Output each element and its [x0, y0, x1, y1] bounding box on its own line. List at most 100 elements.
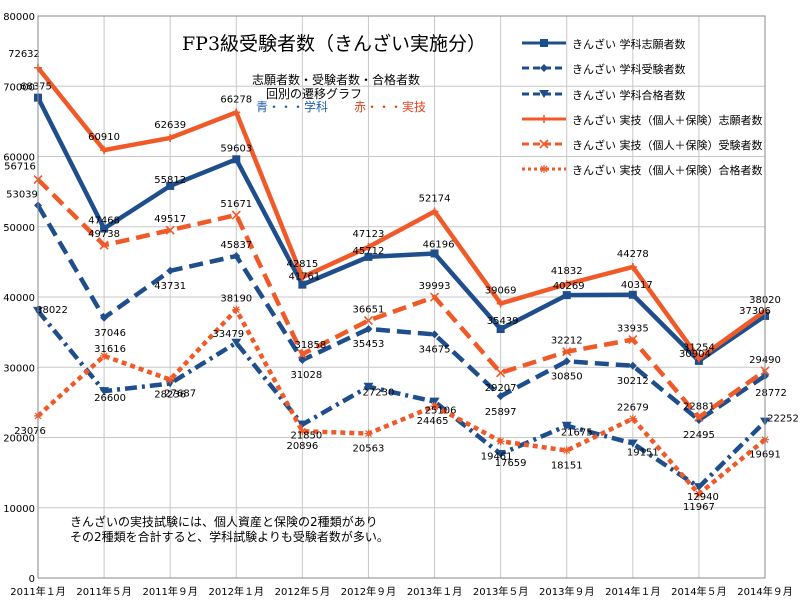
y-tick-label: 0: [29, 574, 35, 585]
data-label: 17659: [495, 458, 527, 469]
data-point-marker: [496, 325, 505, 334]
legend-label: きんざい 実技（個人＋保険）志願者数: [572, 114, 763, 127]
data-point-marker: [298, 356, 307, 365]
data-label: 46196: [423, 239, 455, 250]
data-label: 24465: [417, 416, 449, 427]
series-line: [36, 177, 767, 420]
y-tick-label: 40000: [3, 293, 35, 304]
data-point-marker: [363, 315, 374, 326]
data-point-marker: [298, 280, 307, 289]
data-point-marker: [562, 291, 571, 300]
data-label: 31858: [294, 340, 326, 351]
legend-swatch: [522, 165, 566, 173]
data-point-marker: [628, 335, 638, 345]
data-point-marker: [430, 330, 439, 339]
data-label: 59603: [220, 143, 252, 154]
data-point-marker: [562, 347, 572, 357]
data-label: 49517: [154, 214, 186, 225]
data-point-marker: [539, 139, 549, 149]
data-label: 45712: [353, 246, 385, 257]
legend-swatch: [522, 115, 566, 123]
subtitle-line1: 志願者数・受験者数・合格者数: [252, 73, 421, 87]
data-label: 12940: [687, 492, 719, 503]
data-point-marker: [540, 165, 548, 173]
data-point-marker: [297, 349, 307, 359]
data-label: 30212: [617, 376, 649, 387]
data-point-marker: [165, 225, 175, 235]
data-label: 68375: [20, 82, 52, 93]
x-tick-label: 2012年９月: [341, 585, 396, 598]
data-label: 29207: [485, 383, 517, 394]
data-label: 40317: [621, 280, 653, 291]
legend-swatch: [522, 139, 566, 149]
data-point-marker: [562, 357, 571, 366]
data-point-marker: [166, 133, 175, 142]
data-label: 41761: [288, 272, 320, 283]
x-tick-label: 2014年１月: [605, 585, 660, 598]
data-point-marker: [694, 354, 703, 363]
data-point-marker: [363, 382, 374, 391]
data-point-marker: [562, 446, 571, 455]
data-point-marker: [99, 387, 110, 396]
data-point-marker: [298, 427, 307, 436]
data-point-marker: [430, 207, 439, 216]
legend-swatch: [522, 64, 566, 72]
data-label: 47468: [88, 216, 120, 227]
plot-frame: [37, 15, 766, 579]
data-label: 30904: [679, 349, 711, 360]
legend-label: きんざい 実技（個人＋保険）合格者数: [572, 164, 763, 177]
data-point-marker: [693, 483, 704, 492]
data-point-marker: [100, 146, 109, 155]
data-point-marker: [628, 414, 637, 423]
data-point-marker: [429, 397, 440, 406]
data-point-marker: [430, 249, 439, 258]
data-label: 49738: [88, 229, 120, 240]
data-label: 31616: [94, 344, 126, 355]
series-line: [36, 204, 767, 423]
data-label: 66278: [220, 94, 252, 105]
data-label: 23076: [14, 426, 46, 437]
x-tick-label: 2014年５月: [671, 585, 726, 598]
footnote-line1: きんざいの実技試験には、個人資産と保険の2種類があり: [70, 515, 378, 529]
data-label: 56716: [4, 162, 36, 173]
data-point-marker: [561, 421, 572, 430]
data-point-marker: [232, 108, 241, 117]
data-label: 47123: [353, 229, 385, 240]
data-label: 37046: [94, 328, 126, 339]
data-label: 22881: [683, 401, 715, 412]
data-label: 25897: [485, 407, 517, 418]
data-point-marker: [100, 351, 109, 360]
x-tick-label: 2011年９月: [142, 585, 197, 598]
y-tick-label: 80000: [3, 12, 35, 23]
series-line: [36, 66, 767, 361]
x-tick-label: 2011年５月: [76, 585, 131, 598]
data-label: 31254: [683, 342, 715, 353]
data-label: 21850: [290, 431, 322, 442]
data-point-marker: [495, 449, 506, 458]
x-tick-label: 2013年１月: [407, 585, 462, 598]
data-label: 21675: [561, 428, 593, 439]
data-point-marker: [496, 299, 505, 308]
data-label: 45837: [220, 240, 252, 251]
data-point-marker: [231, 210, 241, 220]
data-label: 53039: [6, 189, 38, 200]
data-point-marker: [628, 290, 637, 299]
series-layer: [33, 63, 770, 498]
data-label: 51671: [220, 199, 252, 210]
series-line: [35, 96, 767, 364]
data-point-marker: [100, 224, 109, 233]
y-tick-label: 70000: [3, 82, 35, 93]
data-point-marker: [496, 392, 505, 401]
footnote-line2: その2種類を合計すると、学科試験よりも受験者数が多い。: [70, 530, 389, 544]
y-tick-label: 60000: [3, 153, 35, 164]
series-line: [36, 307, 767, 497]
y-tick-label: 30000: [3, 363, 35, 374]
data-label: 42815: [286, 259, 318, 270]
data-label-layer: 68375 47468 55812 59603 41761 45712 46196 35439…: [4, 49, 799, 513]
x-tick-label: 2012年５月: [275, 585, 330, 598]
data-label: 20896: [286, 441, 318, 452]
data-label: 55812: [154, 175, 186, 186]
x-tick-label: 2011年１月: [10, 585, 65, 598]
data-point-marker: [364, 324, 373, 333]
